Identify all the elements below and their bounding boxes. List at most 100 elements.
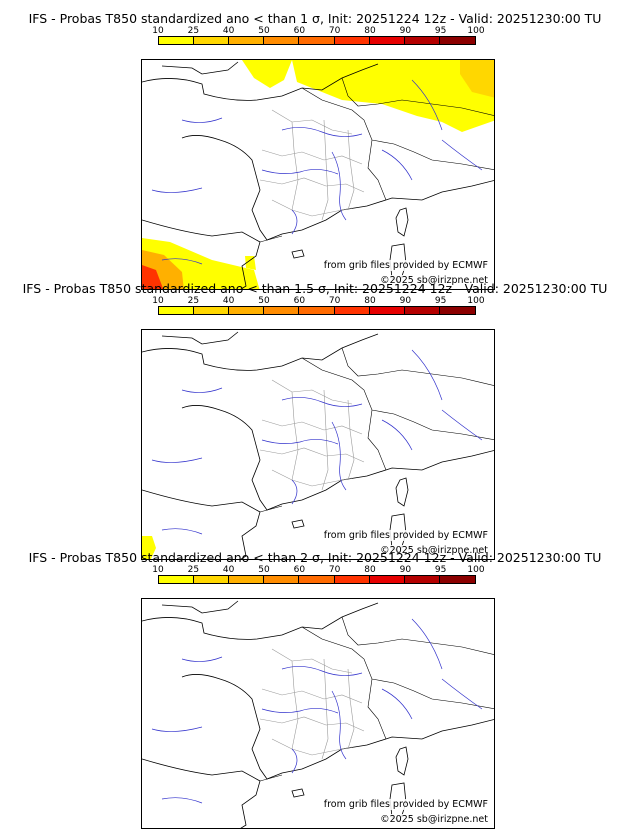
colorbar-segment xyxy=(229,307,265,314)
colorbar-tick-label: 25 xyxy=(187,565,200,575)
colorbar-segment xyxy=(159,576,195,583)
colorbar-labels: 10 25 40 50 60 70 80 90 95 100 xyxy=(152,565,484,575)
colorbar-segment xyxy=(229,576,265,583)
data-source-label: from grib files provided by ECMWF xyxy=(323,799,488,810)
colorbar-tick-label: 10 xyxy=(152,565,164,575)
probability-map: from grib files provided by ECMWF ©2025 … xyxy=(141,59,495,290)
colorbar-segment xyxy=(194,576,230,583)
panel-title: IFS - Probas T850 standardized ano < tha… xyxy=(28,550,602,565)
map-svg xyxy=(142,600,494,828)
probability-area-ne-orange xyxy=(460,60,494,98)
colorbar-tick-label: 50 xyxy=(258,565,270,575)
rivers xyxy=(151,79,483,265)
colorbar-segment xyxy=(194,307,230,314)
coastline-corsica xyxy=(395,207,409,237)
borders xyxy=(259,77,494,243)
colorbar-tick-label: 10 xyxy=(152,296,164,306)
colorbar-tick-label: 80 xyxy=(364,296,376,306)
colorbar-labels: 10 25 40 50 60 70 80 90 95 100 xyxy=(152,296,484,306)
copyright-label: ©2025 sb@irizpne.net xyxy=(380,814,488,825)
colorbar xyxy=(158,306,476,315)
copyright-label: ©2025 sb@irizpne.net xyxy=(380,545,488,556)
rivers xyxy=(151,349,483,535)
borders xyxy=(259,347,494,513)
colorbar-tick-label: 80 xyxy=(364,565,376,575)
colorbar xyxy=(158,575,476,584)
coastline-corsica xyxy=(395,477,409,507)
colorbar-segment xyxy=(229,37,265,44)
colorbar-tick-label: 50 xyxy=(258,26,270,36)
coastline-balearics xyxy=(291,788,305,798)
colorbar-tick-label: 95 xyxy=(434,26,447,36)
colorbar-segment xyxy=(404,37,440,44)
coastline-iberia xyxy=(142,489,261,559)
coastline xyxy=(142,602,494,780)
coastline xyxy=(142,63,494,241)
colorbar-tick-label: 40 xyxy=(222,296,235,306)
coastline-uk xyxy=(161,61,239,75)
probability-area-s xyxy=(245,256,256,270)
colorbar-tick-label: 40 xyxy=(222,26,235,36)
colorbar-segment xyxy=(334,576,370,583)
colorbar-segment xyxy=(334,307,370,314)
borders xyxy=(259,616,494,782)
coastline-uk xyxy=(161,331,239,345)
map-panel-2: IFS - Probas T850 standardized ano < tha… xyxy=(0,281,630,560)
panel-title: IFS - Probas T850 standardized ano < tha… xyxy=(22,281,608,296)
colorbar-tick-label: 95 xyxy=(434,296,447,306)
colorbar-tick-label: 25 xyxy=(187,26,200,36)
colorbar-labels: 10 25 40 50 60 70 80 90 95 100 xyxy=(152,26,484,36)
colorbar-segment xyxy=(264,576,300,583)
colorbar-tick-label: 70 xyxy=(328,26,341,36)
coastline-balearics xyxy=(291,519,305,529)
colorbar-tick-label: 100 xyxy=(467,26,485,36)
colorbar-segment xyxy=(334,37,370,44)
colorbar-tick-label: 60 xyxy=(293,565,306,575)
probability-area-sw xyxy=(142,536,156,559)
region-boundaries xyxy=(259,648,365,760)
colorbar-segment xyxy=(299,37,335,44)
colorbar-segment xyxy=(404,307,440,314)
probability-area-sw-red xyxy=(142,265,164,289)
map-panel-1: IFS - Probas T850 standardized ano < tha… xyxy=(0,11,630,290)
coastline xyxy=(142,333,494,511)
probability-map: from grib files provided by ECMWF ©2025 … xyxy=(141,598,495,829)
region-boundaries xyxy=(259,379,365,491)
colorbar-tick-label: 80 xyxy=(364,26,376,36)
colorbar-tick-label: 50 xyxy=(258,296,270,306)
rivers xyxy=(151,618,483,804)
copyright-label: ©2025 sb@irizpne.net xyxy=(380,275,488,286)
colorbar-segment xyxy=(369,37,405,44)
colorbar-segment xyxy=(299,576,335,583)
coastline-balearics xyxy=(291,249,305,259)
map-svg xyxy=(142,331,494,559)
colorbar-segment xyxy=(264,307,300,314)
colorbar-segment xyxy=(369,307,405,314)
colorbar-segment xyxy=(439,576,475,583)
coastline-iberia xyxy=(142,219,261,289)
colorbar-tick-label: 100 xyxy=(467,565,485,575)
colorbar-tick-label: 70 xyxy=(328,296,341,306)
colorbar-tick-label: 10 xyxy=(152,26,164,36)
colorbar-tick-label: 70 xyxy=(328,565,341,575)
colorbar-segment xyxy=(439,307,475,314)
colorbar-tick-label: 100 xyxy=(467,296,485,306)
colorbar-segment xyxy=(369,576,405,583)
map-svg xyxy=(142,60,494,289)
coastline-iberia xyxy=(142,758,261,828)
colorbar-tick-label: 60 xyxy=(293,26,306,36)
colorbar-tick-label: 25 xyxy=(187,296,200,306)
probability-area-nw xyxy=(242,60,292,88)
colorbar-tick-label: 40 xyxy=(222,565,235,575)
colorbar-tick-label: 95 xyxy=(434,565,447,575)
colorbar-tick-label: 90 xyxy=(399,565,412,575)
panel-title: IFS - Probas T850 standardized ano < tha… xyxy=(28,11,602,26)
colorbar-segment xyxy=(404,576,440,583)
colorbar-tick-label: 60 xyxy=(293,296,306,306)
data-source-label: from grib files provided by ECMWF xyxy=(323,530,488,541)
colorbar-segment xyxy=(159,37,195,44)
data-source-label: from grib files provided by ECMWF xyxy=(323,260,488,271)
region-boundaries xyxy=(259,109,365,221)
coastline-corsica xyxy=(395,746,409,776)
colorbar xyxy=(158,36,476,45)
